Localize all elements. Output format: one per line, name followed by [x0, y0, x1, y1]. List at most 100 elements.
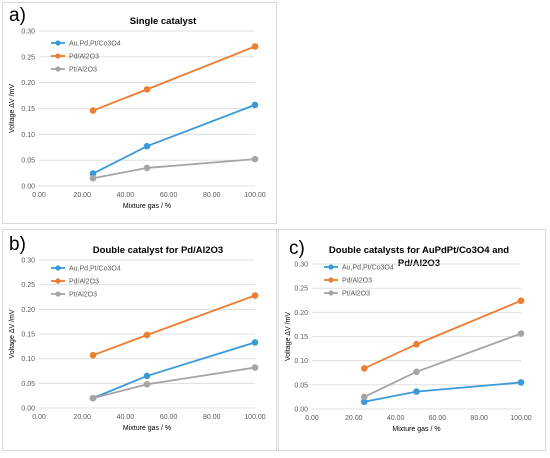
data-point [517, 330, 525, 337]
y-tick-label: 0.15 [21, 332, 35, 339]
data-point [251, 364, 259, 371]
x-tick-label: 40.00 [117, 192, 135, 199]
x-tick-label: 60.00 [429, 415, 447, 422]
panel-label-a: a) [9, 5, 26, 26]
y-tick-label: 0.10 [294, 358, 308, 365]
y-tick-label: 0.30 [21, 258, 35, 265]
y-tick-label: 0.05 [294, 382, 308, 389]
y-tick-label: 0.10 [21, 356, 35, 363]
y-axis-label: Voltage ΔV /mV [9, 309, 16, 358]
y-tick-label: 0.20 [21, 80, 35, 87]
x-tick-label: 100.00 [510, 415, 532, 422]
legend-label: Pd/Al2O3 [69, 279, 99, 286]
legend-marker [328, 277, 334, 283]
data-point [413, 340, 420, 348]
data-point [413, 368, 420, 376]
chart-panel-c: c) Double catalysts for AuPdPt/Co3O4 and… [278, 229, 546, 451]
y-tick-label: 0.20 [294, 310, 308, 317]
y-tick-label: 0.05 [21, 158, 35, 165]
x-tick-label: 0.00 [32, 414, 46, 421]
legend-marker [55, 40, 61, 46]
series-line [363, 332, 522, 398]
data-point [143, 86, 151, 93]
x-tick-label: 20.00 [345, 415, 363, 422]
series-line [92, 341, 256, 399]
data-point [413, 388, 420, 395]
y-tick-label: 0.00 [21, 184, 35, 191]
x-tick-label: 0.00 [32, 192, 46, 199]
legend-marker [55, 278, 61, 284]
legend-label: Au,Pd,Pt/Co3O4 [69, 41, 121, 48]
x-tick-label: 100.00 [244, 192, 266, 199]
legend-label: Pd/Al2O3 [69, 54, 99, 61]
data-point [251, 101, 259, 109]
y-tick-label: 0.15 [21, 106, 35, 113]
series-line [92, 294, 256, 357]
x-tick-label: 60.00 [160, 192, 178, 199]
data-point [143, 164, 151, 172]
y-tick-label: 0.05 [21, 381, 35, 388]
chart-svg-a: 0.00 0.05 0.10 0.15 0.20 0.25 0.30 0.00 20.00 40.… [9, 29, 266, 211]
data-point [143, 381, 151, 388]
y-tick-label: 0.30 [21, 29, 35, 36]
chart-title-a: Single catalyst [129, 16, 197, 27]
series-line [92, 45, 256, 112]
chart-title-c: Double catalysts for AuPdPt/Co3O4 and Pd… [328, 245, 510, 269]
x-axis-label: Mixture gas / % [123, 203, 171, 210]
chart-svg-c: 0.00 0.05 0.10 0.15 0.20 0.25 0.30 0.00 20.00 40.… [285, 262, 532, 434]
y-tick-label: 0.10 [21, 132, 35, 139]
y-tick-label: 0.00 [294, 407, 308, 414]
legend-label: Pd/Al2O3 [342, 278, 372, 285]
data-point [251, 155, 259, 163]
y-axis-label: Voltage ΔV /mV [9, 84, 16, 133]
chart-panel-b: b) Double catalyst for Pd/Al2O3 0.00 0.05… [2, 229, 277, 451]
data-point [251, 339, 259, 346]
y-tick-label: 0.25 [21, 54, 35, 61]
data-point [89, 394, 97, 402]
y-tick-label: 0.20 [21, 307, 35, 314]
x-tick-label: 80.00 [203, 192, 221, 199]
x-axis-label: Mixture gas / % [392, 426, 440, 433]
data-point [143, 142, 151, 150]
legend-marker [55, 265, 61, 271]
y-axis-label: Voltage ΔV /mV [285, 312, 292, 361]
data-point [251, 292, 259, 299]
data-point [360, 393, 368, 401]
legend-label: Au,Pd,Pt/Co3O4 [342, 265, 394, 272]
y-tick-label: 0.25 [21, 282, 35, 289]
legend-label: Pt/Al2O3 [342, 291, 370, 298]
series-line [92, 366, 256, 400]
data-point [89, 107, 97, 114]
y-tick-label: 0.15 [294, 334, 308, 341]
y-tick-label: 0.00 [21, 406, 35, 413]
data-point [517, 379, 525, 386]
y-tick-label: 0.25 [294, 286, 308, 293]
legend-marker [328, 290, 334, 296]
data-point [360, 398, 368, 406]
panel-label-b: b) [9, 234, 26, 255]
data-point [143, 331, 151, 339]
x-tick-label: 80.00 [203, 414, 221, 421]
data-point [89, 351, 97, 359]
chart-panel-a: a) Single catalyst 0.00 0.05 0.10 0.15 0.20 0… [2, 2, 277, 224]
data-point [360, 365, 368, 372]
legend-label: Pt/Al2O3 [69, 67, 97, 74]
chart-svg-b: 0.00 0.05 0.10 0.15 0.20 0.25 0.30 0.00 20.00 40.… [9, 258, 266, 433]
series-line [92, 104, 256, 175]
x-tick-label: 100.00 [244, 414, 266, 421]
chart-title-b: Double catalyst for Pd/Al2O3 [92, 245, 224, 256]
legend-marker [55, 53, 61, 59]
panel-label-c: c) [289, 238, 305, 259]
legend-marker [328, 264, 334, 270]
x-tick-label: 80.00 [470, 415, 488, 422]
data-point [89, 174, 97, 182]
x-tick-label: 0.00 [305, 415, 319, 422]
data-point [89, 170, 97, 177]
legend-label: Au,Pd,Pt/Co3O4 [69, 266, 121, 273]
legend-label: Pt/Al2O3 [69, 292, 97, 299]
legend-marker [55, 291, 61, 297]
data-point [143, 372, 151, 380]
x-tick-label: 40.00 [117, 414, 135, 421]
series-line [363, 299, 522, 370]
x-tick-label: 60.00 [160, 414, 178, 421]
